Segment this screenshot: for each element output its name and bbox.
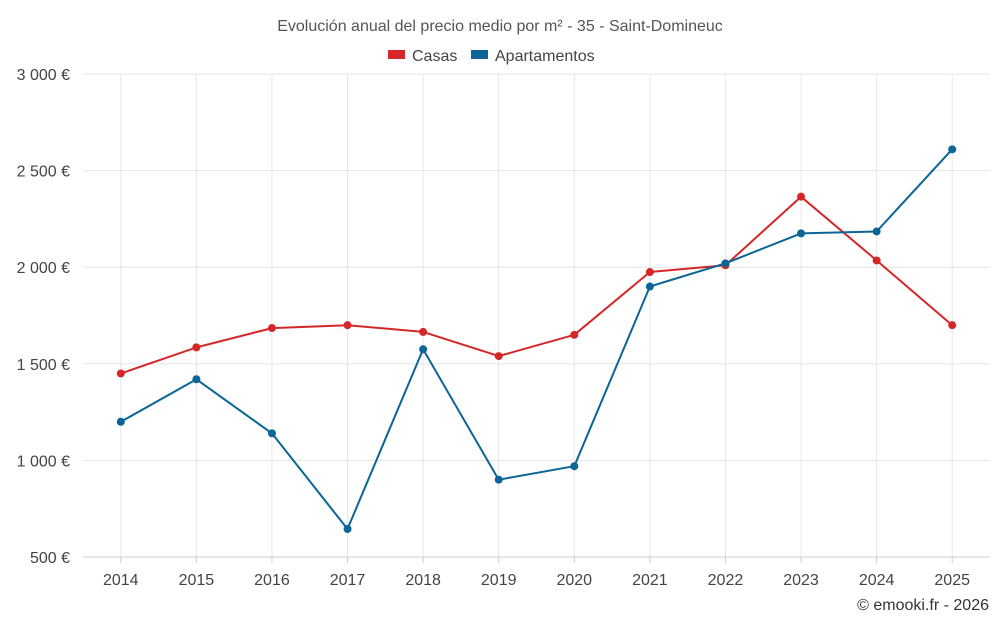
x-tick-label: 2019 (481, 572, 517, 589)
data-point-apartamentos[interactable] (948, 145, 957, 154)
y-tick-label: 1 000 € (17, 453, 70, 470)
x-tick-label: 2021 (632, 572, 668, 589)
x-tick-label: 2018 (405, 572, 441, 589)
legend-swatch-casas (388, 50, 405, 59)
x-axis: 2014 2015 2016 2017 2018 2019 2020 2021 2022 2023… (83, 556, 990, 589)
series-line-apartamentos (120, 148, 953, 530)
credit-text: © emooki.fr - 2026 (857, 597, 989, 614)
data-point-casas[interactable] (570, 330, 579, 339)
data-point-apartamentos[interactable] (797, 229, 806, 238)
legend-label-apartamentos: Apartamentos (495, 48, 595, 65)
data-point-apartamentos[interactable] (570, 462, 579, 471)
data-point-casas[interactable] (797, 192, 806, 201)
x-tick-label: 2020 (556, 572, 592, 589)
legend: Casas Apartamentos (388, 48, 595, 65)
x-tick-label: 2022 (708, 572, 744, 589)
data-point-casas[interactable] (192, 343, 201, 352)
y-tick-label: 1 500 € (17, 357, 70, 374)
y-tick-label: 2 000 € (17, 260, 70, 277)
y-tick-label: 2 500 € (17, 164, 70, 181)
data-point-casas[interactable] (419, 327, 428, 336)
y-axis: 500 € 1 000 € 1 500 € 2 000 € 2 500 € 3 000 € (17, 67, 70, 567)
legend-label-casas: Casas (412, 48, 457, 65)
x-tick-label: 2015 (179, 572, 215, 589)
data-point-apartamentos[interactable] (419, 345, 428, 354)
data-point-casas[interactable] (494, 352, 503, 361)
data-point-casas[interactable] (267, 324, 276, 333)
x-tick-label: 2023 (783, 572, 819, 589)
legend-swatch-apartamentos (471, 50, 488, 59)
data-point-apartamentos[interactable] (721, 259, 730, 268)
data-point-apartamentos[interactable] (267, 429, 276, 438)
data-point-apartamentos[interactable] (116, 417, 125, 426)
data-point-apartamentos[interactable] (192, 375, 201, 384)
chart-title: Evolución anual del precio medio por m² … (277, 18, 723, 35)
y-tick-label: 3 000 € (17, 67, 70, 84)
x-tick-label: 2016 (254, 572, 290, 589)
x-tick-label: 2014 (103, 572, 139, 589)
series-line-casas (120, 195, 953, 375)
data-point-apartamentos[interactable] (645, 282, 654, 291)
grid (83, 73, 990, 557)
x-tick-label: 2025 (934, 572, 970, 589)
data-point-casas[interactable] (948, 321, 957, 330)
legend-item-apartamentos[interactable]: Apartamentos (471, 48, 595, 65)
x-tick-label: 2024 (859, 572, 895, 589)
data-point-apartamentos[interactable] (872, 227, 881, 236)
data-point-casas[interactable] (343, 321, 352, 330)
legend-item-casas[interactable]: Casas (388, 48, 457, 65)
data-point-casas[interactable] (116, 369, 125, 378)
y-tick-label: 500 € (30, 550, 70, 567)
x-tick-label: 2017 (330, 572, 366, 589)
data-point-apartamentos[interactable] (343, 524, 352, 533)
data-point-apartamentos[interactable] (494, 475, 503, 484)
data-point-casas[interactable] (645, 268, 654, 277)
series (116, 145, 957, 533)
data-point-casas[interactable] (872, 256, 881, 265)
